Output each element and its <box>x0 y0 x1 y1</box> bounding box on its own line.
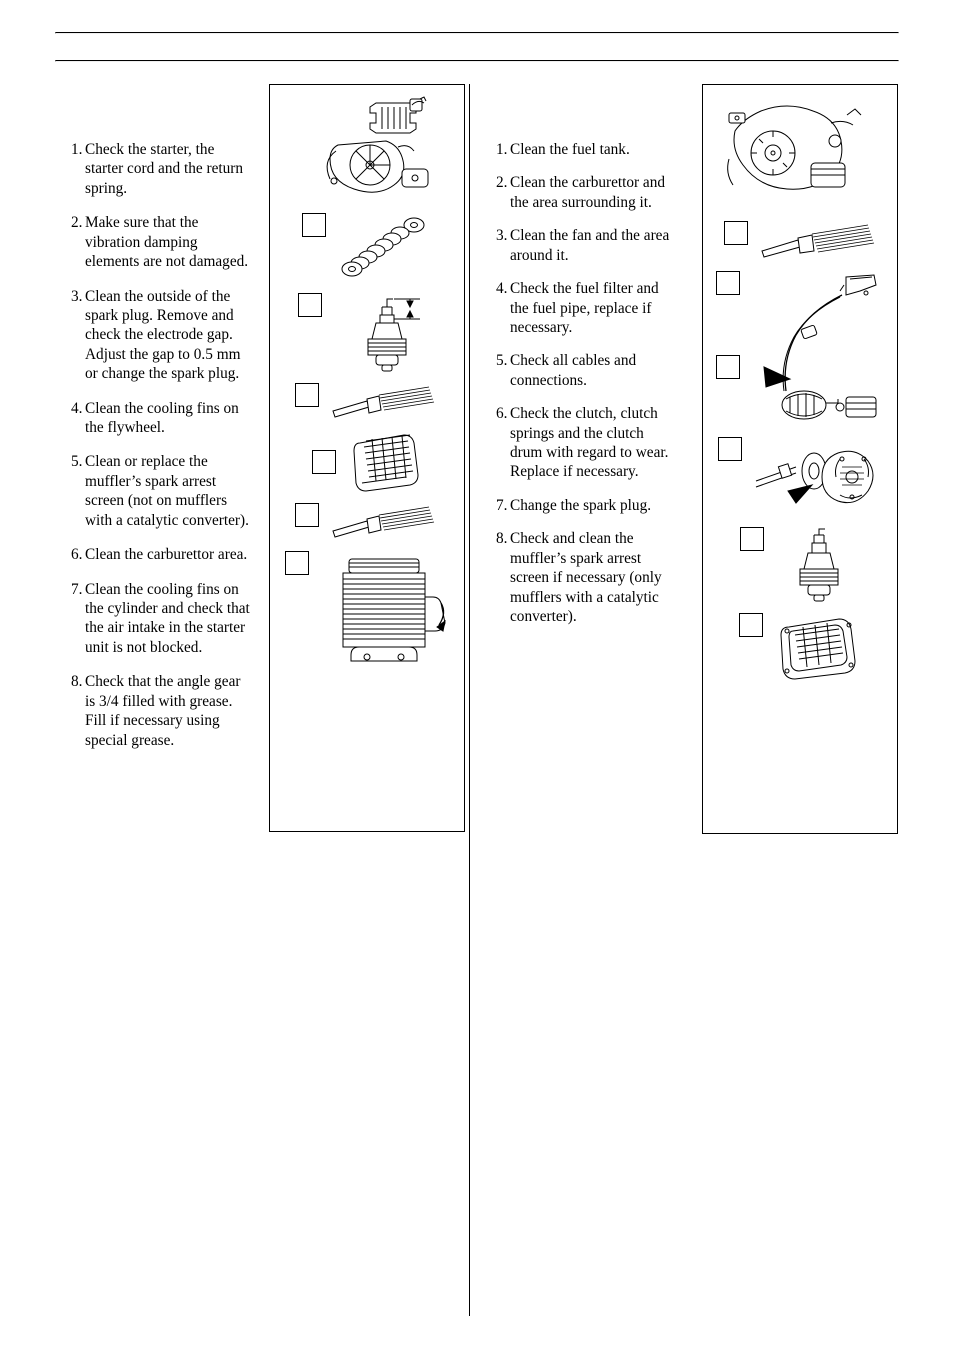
right-item-8: Check and clean the muffler’s spark arre… <box>510 529 676 626</box>
left-item-5: Clean or replace the muffler’s spark arr… <box>85 452 251 530</box>
fuel-filter-slot <box>716 271 884 427</box>
gearbox-fuel-tank-icon <box>715 95 885 211</box>
fuel-filter-cable-icon <box>750 271 884 427</box>
checkbox-icon <box>302 213 326 237</box>
checkbox-icon <box>295 383 319 407</box>
brush-icon <box>758 221 876 261</box>
checkbox-icon <box>739 613 763 637</box>
brush-slot-right <box>724 221 876 261</box>
cat-muffler-screen-slot <box>739 613 861 683</box>
muffler-screen-icon <box>346 431 422 493</box>
right-item-2: Clean the carburettor and the area surro… <box>510 173 676 212</box>
left-item-7: Clean the cooling fins on the cylinder a… <box>85 580 251 658</box>
starter-assembly-icon <box>282 95 452 203</box>
cylinder-fins-slot <box>285 551 449 669</box>
brush-icon <box>329 383 439 421</box>
right-figure-column <box>702 84 898 834</box>
right-item-4: Check the fuel filter and the fuel pipe,… <box>510 279 676 337</box>
content-row: Check the starter, the starter cord and … <box>55 84 899 1316</box>
checkbox-icon <box>298 293 322 317</box>
checkbox-icon <box>312 450 336 474</box>
right-item-1: Clean the fuel tank. <box>510 140 676 159</box>
brush-slot-1 <box>295 383 439 421</box>
checkbox-icon <box>740 527 764 551</box>
damper-slot <box>302 213 432 283</box>
left-item-1: Check the starter, the starter cord and … <box>85 140 251 198</box>
right-item-5: Check all cables and connections. <box>510 351 676 390</box>
checkbox-icon <box>716 355 740 379</box>
left-figure-column <box>269 84 465 832</box>
right-item-6: Check the clutch, clutch springs and the… <box>510 404 676 482</box>
checkbox-icon <box>716 271 740 295</box>
right-item-3: Clean the fan and the area around it. <box>510 226 676 265</box>
left-item-2: Make sure that the vibration damping ele… <box>85 213 251 271</box>
sparkplug-gap-slot <box>298 293 436 373</box>
brush-slot-2 <box>295 503 439 541</box>
left-item-3: Clean the outside of the spark plug. Rem… <box>85 287 251 384</box>
right-item-7: Change the spark plug. <box>510 496 676 515</box>
left-item-4: Clean the cooling fins on the flywheel. <box>85 399 251 438</box>
checkbox-icon <box>285 551 309 575</box>
spark-plug-slot-right <box>740 527 860 603</box>
damper-spring-icon <box>336 213 432 283</box>
column-separator <box>469 84 470 1316</box>
clutch-assembly-icon <box>752 437 882 517</box>
top-rule <box>55 32 899 34</box>
cylinder-fins-icon <box>319 551 449 669</box>
checkbox-icon <box>295 503 319 527</box>
right-text-column: Clean the fuel tank. Clean the carburett… <box>480 84 676 1316</box>
checkbox-icon <box>724 221 748 245</box>
top-rule-2 <box>55 60 899 62</box>
cat-muffler-screen-icon <box>773 613 861 683</box>
brush-icon <box>329 503 439 541</box>
spark-plug-gap-icon <box>332 293 436 373</box>
clutch-slot <box>718 437 882 517</box>
left-text-column: Check the starter, the starter cord and … <box>55 84 251 1316</box>
spark-plug-icon <box>774 527 860 603</box>
muffler-screen-slot <box>312 431 422 493</box>
left-item-8: Check that the angle gear is 3/4 filled … <box>85 672 251 750</box>
checkbox-icon <box>718 437 742 461</box>
left-item-6: Clean the carburettor area. <box>85 545 251 564</box>
